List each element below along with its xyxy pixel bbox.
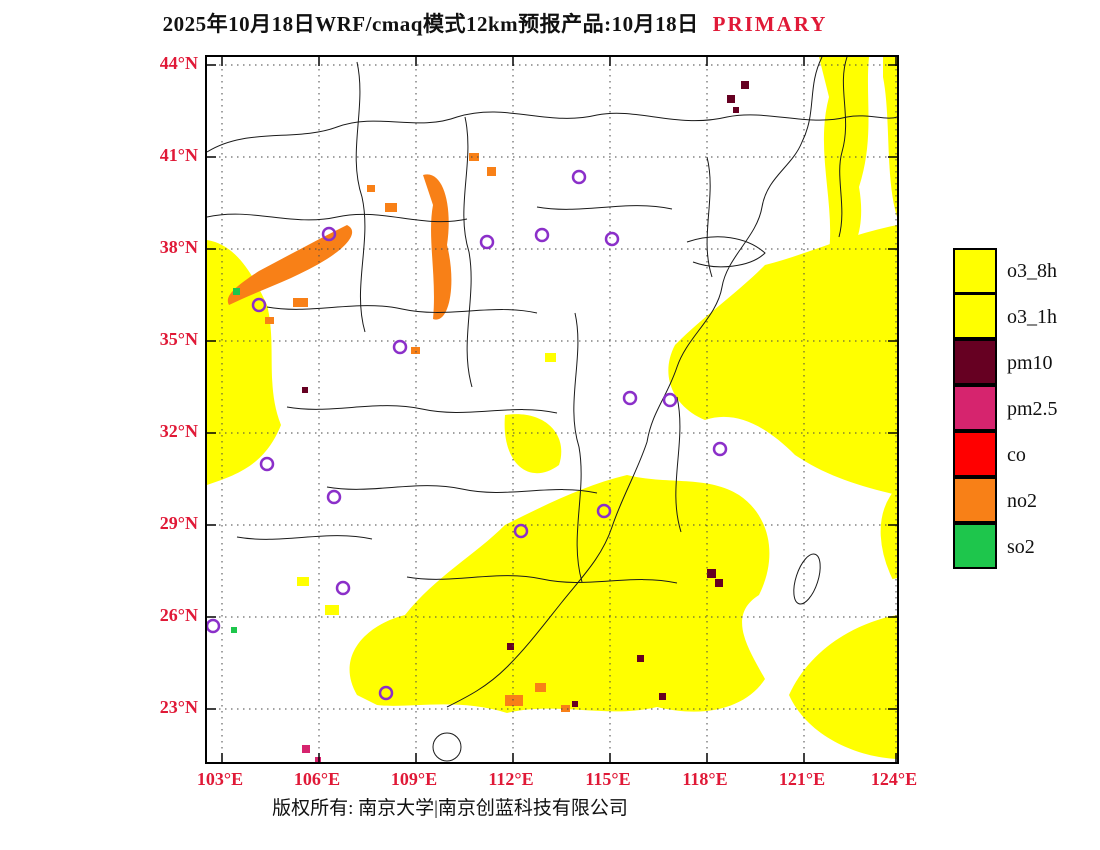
lat-tick-label: 23°N (159, 697, 198, 717)
title-text: 2025年10月18日WRF/cmaq模式12km预报产品:10月18日 (162, 12, 699, 36)
legend-item-o3-1h: o3_1h (953, 293, 1058, 340)
pm25-swatch (953, 385, 997, 431)
o3-8h-swatch (953, 248, 997, 294)
legend-label: pm2.5 (1007, 397, 1058, 420)
ozone-region-layer (207, 57, 897, 759)
o3-1h-swatch (953, 293, 997, 339)
lon-tick-label: 121°E (778, 769, 826, 789)
primary-pollutant-label: PRIMARY (712, 12, 828, 36)
station-marker-layer (207, 169, 728, 701)
legend-label: no2 (1007, 489, 1037, 512)
legend-item-no2: no2 (953, 477, 1058, 524)
co-swatch (953, 431, 997, 477)
legend-item-pm25: pm2.5 (953, 385, 1058, 432)
lon-tick-label: 103°E (196, 769, 244, 789)
no2-swatch (953, 477, 997, 523)
forecast-map (205, 55, 899, 764)
lon-tick-label: 124°E (870, 769, 918, 789)
axis-ticks (207, 57, 897, 762)
no2-region-layer (227, 153, 570, 712)
lat-tick-label: 38°N (159, 237, 198, 257)
lat-tick-label: 41°N (159, 145, 198, 165)
lat-tick-label: 32°N (159, 421, 198, 441)
page-title: 2025年10月18日WRF/cmaq模式12km预报产品:10月18日 PRIM… (0, 8, 990, 38)
legend: o3_8h o3_1h pm10 pm2.5 co no2 so2 (953, 248, 1058, 570)
graticule-grid (207, 57, 897, 762)
lat-tick-label: 35°N (159, 329, 198, 349)
so2-cell-layer (231, 288, 240, 633)
lon-tick-label: 112°E (488, 769, 534, 789)
pm10-cell-layer (302, 81, 749, 707)
pm25-cell-layer (302, 745, 321, 762)
lon-tick-label: 109°E (390, 769, 438, 789)
lon-tick-label: 106°E (293, 769, 341, 789)
legend-label: o3_8h (1007, 259, 1057, 282)
legend-label: o3_1h (1007, 305, 1057, 328)
copyright-text: 版权所有: 南京大学|南京创蓝科技有限公司 (272, 798, 628, 819)
pm10-swatch (953, 339, 997, 385)
boundary-lines (207, 57, 897, 762)
lon-tick-label: 118°E (682, 769, 728, 789)
lon-tick-label: 115°E (585, 769, 631, 789)
legend-item-pm10: pm10 (953, 339, 1058, 386)
lat-tick-label: 44°N (159, 53, 198, 73)
legend-label: so2 (1007, 535, 1035, 558)
lat-tick-label: 29°N (159, 513, 198, 533)
legend-item-co: co (953, 431, 1058, 478)
legend-label: pm10 (1007, 351, 1053, 374)
so2-swatch (953, 523, 997, 569)
legend-item-so2: so2 (953, 523, 1058, 570)
legend-item-o3-8h: o3_8h (953, 248, 1058, 294)
lat-tick-label: 26°N (159, 605, 198, 625)
legend-label: co (1007, 443, 1026, 466)
